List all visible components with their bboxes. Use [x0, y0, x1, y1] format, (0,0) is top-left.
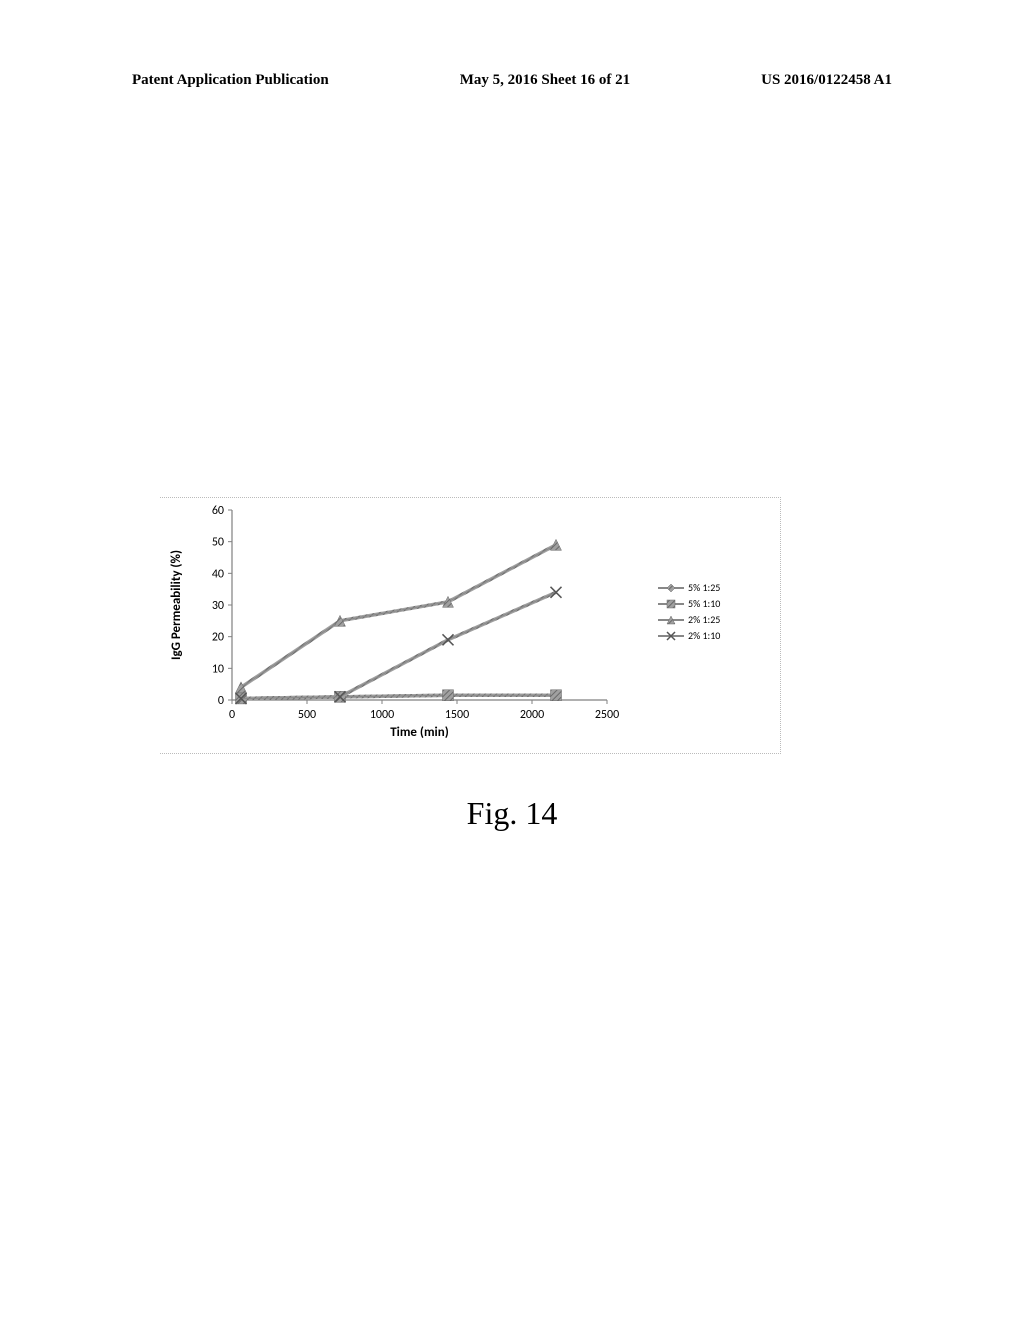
y-tick-label: 50	[212, 536, 224, 550]
y-tick-label: 0	[218, 694, 224, 708]
y-tick-label: 30	[212, 599, 224, 613]
marker-square	[443, 690, 454, 701]
marker-square	[667, 600, 675, 608]
marker-diamond	[667, 584, 675, 592]
header-right: US 2016/0122458 A1	[761, 72, 892, 89]
header-left: Patent Application Publication	[132, 72, 329, 89]
marker-triangle	[551, 539, 562, 550]
x-tick-label: 500	[298, 708, 316, 722]
legend-label: 5% 1:25	[688, 581, 720, 594]
header-inner: Patent Application Publication May 5, 20…	[132, 72, 892, 89]
series-line-overlay	[241, 592, 556, 698]
line-chart: 0 10 20 30 40 50 60 0 500 1000 1500 2000 2500 Time (m…	[160, 498, 780, 750]
x-tick-label: 1000	[370, 708, 394, 722]
y-tick-label: 10	[212, 662, 224, 676]
y-tick-label: 40	[212, 567, 224, 581]
chart-container: 0 10 20 30 40 50 60 0 500 1000 1500 2000 2500 Time (m…	[160, 497, 781, 754]
legend-label: 2% 1:25	[688, 613, 720, 626]
legend-label: 5% 1:10	[688, 597, 720, 610]
x-tick-label: 2500	[595, 708, 619, 722]
marker-square	[551, 690, 562, 701]
y-axis-label: IgG Permeability (%)	[169, 550, 184, 660]
y-tick-label: 60	[212, 504, 224, 518]
x-tick-label: 2000	[520, 708, 544, 722]
x-tick-label: 0	[229, 708, 235, 722]
x-axis-label: Time (min)	[390, 725, 449, 740]
page-header: Patent Application Publication May 5, 20…	[0, 72, 1024, 89]
figure-caption: Fig. 14	[0, 795, 1024, 832]
header-center: May 5, 2016 Sheet 16 of 21	[460, 72, 630, 89]
legend-label: 2% 1:10	[688, 629, 720, 642]
series-line	[241, 592, 556, 698]
y-tick-label: 20	[212, 631, 224, 645]
x-tick-label: 1500	[445, 708, 469, 722]
